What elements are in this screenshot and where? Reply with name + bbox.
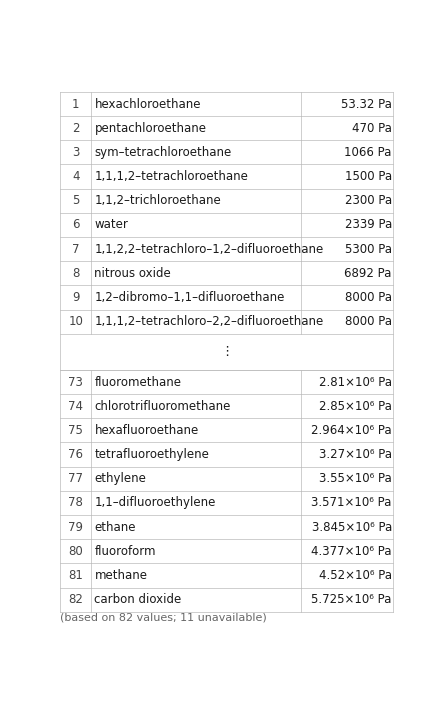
Text: fluoromethane: fluoromethane [94, 375, 181, 388]
Text: 2: 2 [72, 122, 79, 134]
Text: fluoroform: fluoroform [94, 545, 156, 558]
Text: 2.81×10⁶ Pa: 2.81×10⁶ Pa [319, 375, 392, 388]
Text: 1,1,2,2–tetrachloro–1,2–difluoroethane: 1,1,2,2–tetrachloro–1,2–difluoroethane [94, 242, 324, 255]
Text: water: water [94, 218, 128, 232]
Text: 8000 Pa: 8000 Pa [345, 291, 392, 304]
Text: hexafluoroethane: hexafluoroethane [94, 424, 199, 437]
Text: 7: 7 [72, 242, 79, 255]
Text: sym–tetrachloroethane: sym–tetrachloroethane [94, 146, 232, 159]
Text: 470 Pa: 470 Pa [352, 122, 392, 134]
Text: carbon dioxide: carbon dioxide [94, 593, 182, 606]
Text: 6892 Pa: 6892 Pa [344, 267, 392, 280]
Text: 3.55×10⁶ Pa: 3.55×10⁶ Pa [319, 472, 392, 485]
Text: 2339 Pa: 2339 Pa [344, 218, 392, 232]
Text: 9: 9 [72, 291, 79, 304]
Text: methane: methane [94, 569, 147, 582]
Text: 1,1,2–trichloroethane: 1,1,2–trichloroethane [94, 194, 221, 207]
Text: 53.32 Pa: 53.32 Pa [341, 97, 392, 111]
Text: hexachloroethane: hexachloroethane [94, 97, 201, 111]
Text: 1,1,1,2–tetrachloroethane: 1,1,1,2–tetrachloroethane [94, 170, 248, 183]
Text: 77: 77 [68, 472, 83, 485]
Text: 4: 4 [72, 170, 79, 183]
Text: 79: 79 [68, 521, 83, 533]
Text: 73: 73 [68, 375, 83, 388]
Text: 1500 Pa: 1500 Pa [345, 170, 392, 183]
Text: 76: 76 [68, 448, 83, 461]
Text: ethane: ethane [94, 521, 136, 533]
Text: 80: 80 [68, 545, 83, 558]
Text: 2.964×10⁶ Pa: 2.964×10⁶ Pa [311, 424, 392, 437]
Text: (based on 82 values; 11 unavailable): (based on 82 values; 11 unavailable) [60, 613, 267, 623]
Text: 1,2–dibromo–1,1–difluoroethane: 1,2–dibromo–1,1–difluoroethane [94, 291, 285, 304]
Text: tetrafluoroethylene: tetrafluoroethylene [94, 448, 209, 461]
Text: nitrous oxide: nitrous oxide [94, 267, 171, 280]
Text: 10: 10 [68, 315, 83, 328]
Text: ethylene: ethylene [94, 472, 146, 485]
Text: 6: 6 [72, 218, 79, 232]
Text: 5.725×10⁶ Pa: 5.725×10⁶ Pa [311, 593, 392, 606]
Text: pentachloroethane: pentachloroethane [94, 122, 206, 134]
Text: 5: 5 [72, 194, 79, 207]
Text: 82: 82 [68, 593, 83, 606]
Text: 4.52×10⁶ Pa: 4.52×10⁶ Pa [319, 569, 392, 582]
Text: 3.27×10⁶ Pa: 3.27×10⁶ Pa [319, 448, 392, 461]
Text: 8: 8 [72, 267, 79, 280]
Text: 3.571×10⁶ Pa: 3.571×10⁶ Pa [311, 496, 392, 509]
Text: 1066 Pa: 1066 Pa [344, 146, 392, 159]
Text: 5300 Pa: 5300 Pa [345, 242, 392, 255]
Text: 1: 1 [72, 97, 79, 111]
Text: 78: 78 [68, 496, 83, 509]
Text: 1,1,1,2–tetrachloro–2,2–difluoroethane: 1,1,1,2–tetrachloro–2,2–difluoroethane [94, 315, 324, 328]
Text: 2.85×10⁶ Pa: 2.85×10⁶ Pa [319, 400, 392, 413]
Text: 3: 3 [72, 146, 79, 159]
Text: 81: 81 [68, 569, 83, 582]
Text: 74: 74 [68, 400, 83, 413]
Text: ⋮: ⋮ [220, 345, 233, 358]
Text: 75: 75 [68, 424, 83, 437]
Text: chlorotrifluoromethane: chlorotrifluoromethane [94, 400, 231, 413]
Text: 8000 Pa: 8000 Pa [345, 315, 392, 328]
Text: 3.845×10⁶ Pa: 3.845×10⁶ Pa [311, 521, 392, 533]
Text: 2300 Pa: 2300 Pa [345, 194, 392, 207]
Text: 4.377×10⁶ Pa: 4.377×10⁶ Pa [311, 545, 392, 558]
Text: 1,1–difluoroethylene: 1,1–difluoroethylene [94, 496, 216, 509]
